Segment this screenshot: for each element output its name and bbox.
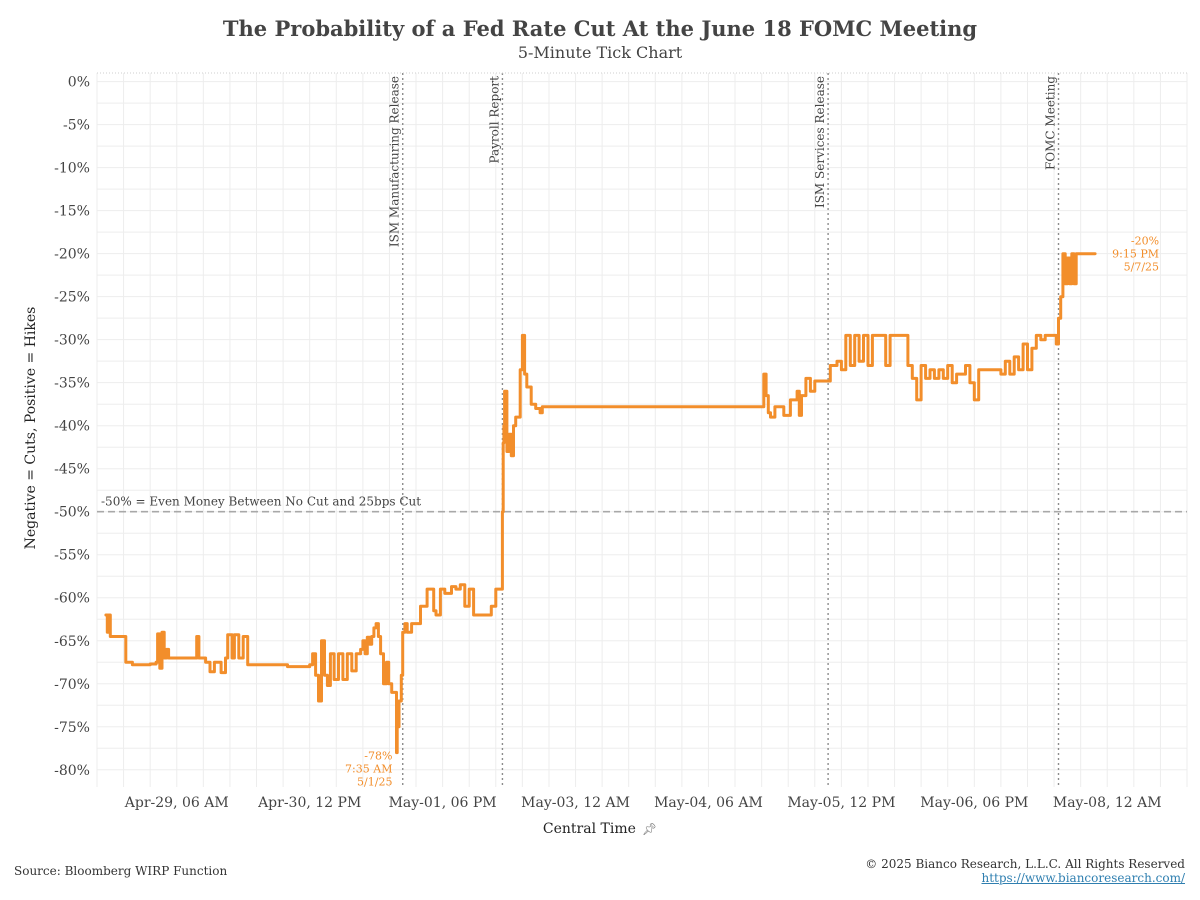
- annotation-label: -78%: [364, 750, 392, 763]
- y-tick-label: -10%: [54, 161, 90, 177]
- chart-title: The Probability of a Fed Rate Cut At the…: [222, 16, 978, 41]
- y-tick-label: -65%: [54, 634, 90, 650]
- x-tick-label: May-06, 06 PM: [920, 795, 1028, 811]
- pin-icon[interactable]: 📌︎: [641, 822, 658, 836]
- y-tick-label: -70%: [54, 677, 90, 693]
- event-label: ISM Manufacturing Release: [388, 76, 402, 247]
- y-tick-label: -50%: [54, 505, 90, 521]
- annotation-label: -20%: [1131, 235, 1159, 248]
- y-tick-label: -25%: [54, 290, 90, 306]
- y-tick-label: -15%: [54, 204, 90, 220]
- annotation-label: 9:15 PM: [1112, 248, 1159, 261]
- reference-line-label: -50% = Even Money Between No Cut and 25b…: [101, 495, 421, 509]
- x-tick-label: May-04, 06 AM: [654, 795, 763, 811]
- y-tick-label: -45%: [54, 462, 90, 478]
- y-tick-label: -55%: [54, 548, 90, 564]
- y-tick-label: -30%: [54, 333, 90, 349]
- y-tick-label: 0%: [68, 75, 90, 91]
- x-tick-label: Apr-30, 12 PM: [257, 795, 361, 811]
- y-tick-label: -80%: [54, 763, 90, 779]
- x-axis-title-wrap: Central Time 📌︎: [0, 821, 1200, 837]
- series-line: [104, 252, 1097, 755]
- copyright-text: © 2025 Bianco Research, L.L.C. All Right…: [865, 857, 1185, 871]
- y-axis-title: Negative = Cuts, Positive = Hikes: [23, 306, 39, 550]
- y-tick-label: -75%: [54, 720, 90, 736]
- x-tick-label: May-05, 12 PM: [787, 795, 895, 811]
- event-label: Payroll Report: [487, 76, 501, 164]
- x-tick-label: May-03, 12 AM: [521, 795, 630, 811]
- x-tick-label: May-08, 12 AM: [1053, 795, 1162, 811]
- y-tick-label: -40%: [54, 419, 90, 435]
- axes: 0% -5% -10% -15% -20% -25% -30% -35% -40% -45% -50…: [54, 72, 1187, 811]
- chart-subtitle: 5-Minute Tick Chart: [517, 43, 683, 62]
- event-markers: ISM Manufacturing Release Payroll Report I…: [388, 73, 1060, 787]
- series-group: [104, 252, 1097, 755]
- y-tick-label: -60%: [54, 591, 90, 607]
- grid-lines: [96, 73, 1188, 787]
- x-tick-label: May-01, 06 PM: [389, 795, 497, 811]
- event-label: FOMC Meeting: [1044, 76, 1058, 170]
- annotation-label: 5/7/25: [1124, 261, 1159, 274]
- y-tick-label: -5%: [63, 118, 90, 134]
- website-link[interactable]: https://www.biancoresearch.com/: [981, 871, 1185, 885]
- annotation-label: 5/1/25: [357, 776, 392, 789]
- footer-credits: © 2025 Bianco Research, L.L.C. All Right…: [865, 857, 1185, 885]
- reference-line-group: -50% = Even Money Between No Cut and 25b…: [97, 495, 1187, 513]
- x-tick-label: Apr-29, 06 AM: [124, 795, 229, 811]
- event-label: ISM Services Release: [813, 76, 827, 208]
- source-note: Source: Bloomberg WIRP Function: [14, 864, 228, 878]
- y-tick-label: -35%: [54, 376, 90, 392]
- annotation-label: 7:35 AM: [345, 763, 392, 776]
- annotations: -78%7:35 AM5/1/25 -20%9:15 PM5/7/25: [345, 235, 1159, 789]
- y-tick-label: -20%: [54, 247, 90, 263]
- x-axis-title: Central Time: [542, 821, 636, 837]
